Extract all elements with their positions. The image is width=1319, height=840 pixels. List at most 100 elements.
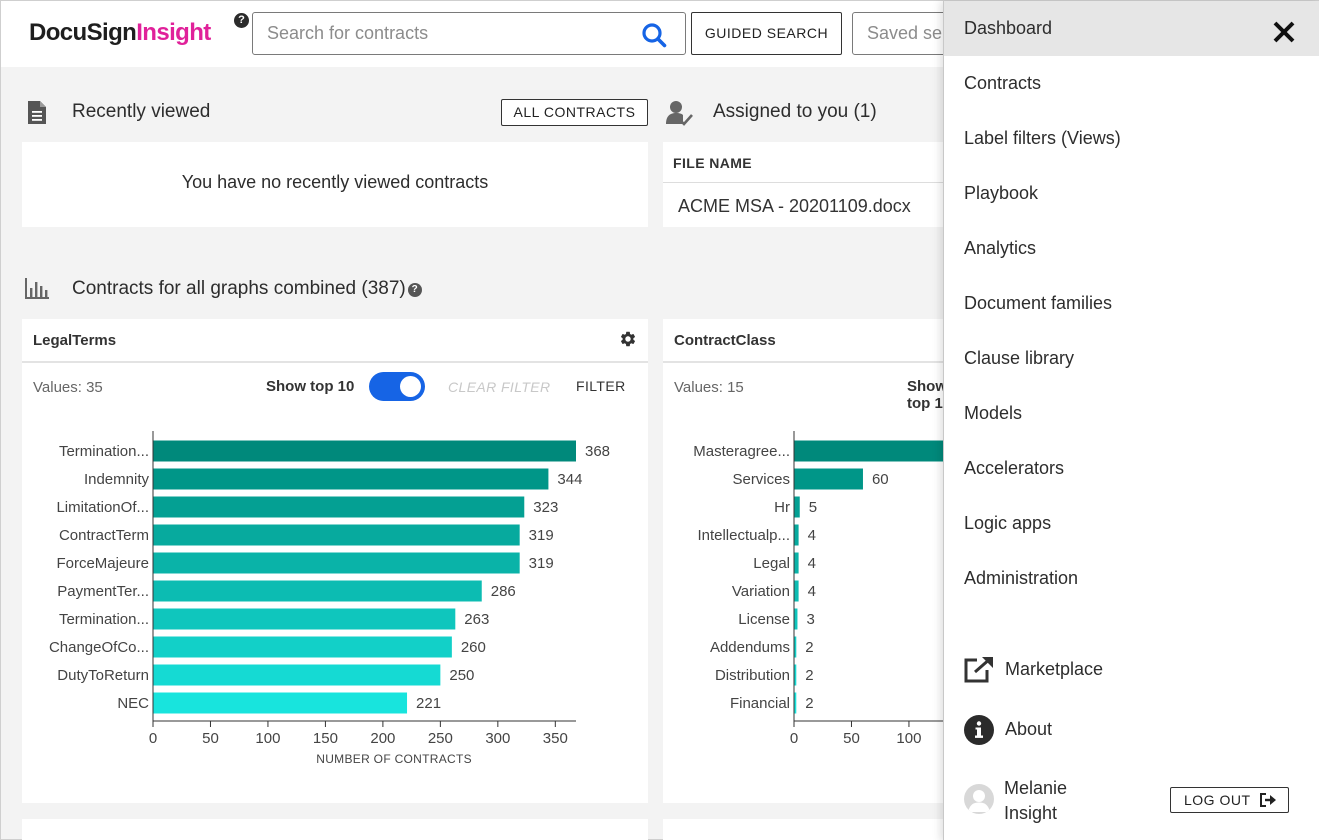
chart-value-label: 263 — [464, 611, 489, 628]
legal-terms-card: LegalTerms Values: 35 Show top 10 CLEAR … — [22, 319, 648, 803]
chart-category-label: Addendums — [710, 639, 790, 656]
graphs-title-text: Contracts for all graphs combined (387) — [72, 278, 406, 299]
chart-bar[interactable] — [153, 636, 452, 658]
clear-filter-button[interactable]: CLEAR FILTER — [448, 379, 551, 395]
nav-item-document-families[interactable]: Document families — [964, 293, 1113, 313]
chart-value-label: 368 — [585, 443, 610, 460]
chart-value-label: 319 — [529, 555, 554, 572]
chart-tick-label: 100 — [255, 730, 280, 747]
chart-bar[interactable] — [794, 636, 797, 658]
chart-tick-label: 100 — [896, 730, 921, 747]
chart-value-label: 323 — [533, 499, 558, 516]
chart-category-label: License — [738, 611, 790, 628]
table-divider — [663, 182, 963, 183]
chart-value-label: 5 — [809, 499, 817, 516]
graphs-help-icon[interactable]: ? — [407, 283, 422, 297]
chart-bar[interactable] — [794, 524, 799, 546]
filter-button[interactable]: FILTER — [576, 378, 626, 394]
chart-category-label: PaymentTer... — [57, 583, 149, 600]
chart-category-label: LimitationOf... — [56, 499, 149, 516]
chart-tick-label: 50 — [202, 730, 219, 747]
graphs-section-title: Contracts for all graphs combined (387)? — [72, 278, 422, 300]
guided-search-button[interactable]: GUIDED SEARCH — [691, 12, 842, 55]
chart-tick-label: 0 — [790, 730, 798, 747]
nav-item-accelerators[interactable]: Accelerators — [964, 458, 1065, 478]
chart-bar[interactable] — [794, 440, 963, 462]
logo-docusign: DocuSign — [29, 19, 137, 46]
nav-drawer: Dashboard Contracts Label filters (Views… — [943, 1, 1319, 840]
external-link-icon — [964, 656, 993, 683]
nav-item-contracts[interactable]: Contracts — [964, 73, 1042, 93]
chart-bar[interactable] — [153, 468, 549, 490]
search-input[interactable] — [253, 13, 633, 54]
app-logo[interactable]: DocuSignInsight — [29, 19, 211, 47]
close-icon[interactable] — [1270, 18, 1298, 46]
chart-bar[interactable] — [153, 524, 520, 546]
nav-item-logic-apps[interactable]: Logic apps — [964, 513, 1052, 533]
show-top-label: Show top 10 — [266, 378, 355, 395]
chart-value-label: 319 — [529, 527, 554, 544]
chart-bar[interactable] — [794, 608, 798, 630]
table-row[interactable]: ACME MSA - 20201109.docx — [678, 196, 911, 216]
avatar[interactable] — [964, 784, 994, 814]
chart-bar[interactable] — [153, 496, 525, 518]
chart-bar[interactable] — [794, 580, 799, 602]
show-top-label: Show top 10 — [907, 378, 952, 412]
user-last-name: Insight — [1004, 803, 1058, 823]
chart-tick-label: 250 — [428, 730, 453, 747]
nav-item-clause-library[interactable]: Clause library — [964, 348, 1075, 368]
chart-tick-label: 50 — [843, 730, 860, 747]
chart-bar[interactable] — [794, 664, 797, 686]
nav-item-administration[interactable]: Administration — [964, 568, 1079, 588]
marketplace-link[interactable]: Marketplace — [1005, 659, 1104, 679]
chart-bar[interactable] — [153, 664, 441, 686]
chart-category-label: Indemnity — [84, 471, 150, 488]
recently-viewed-card: You have no recently viewed contracts — [22, 142, 648, 227]
chart-category-label: Legal — [753, 555, 790, 572]
chart-tick-label: 300 — [485, 730, 510, 747]
contract-class-card: ContractClass Values: 15 Show top 10 Mas… — [663, 319, 963, 803]
all-contracts-button[interactable]: ALL CONTRACTS — [501, 99, 648, 126]
nav-item-playbook[interactable]: Playbook — [964, 183, 1039, 203]
chart-divider — [22, 361, 648, 363]
chart-value-label: 286 — [491, 583, 516, 600]
chart-value-label: 250 — [449, 667, 474, 684]
show-top-toggle[interactable] — [369, 372, 425, 401]
logout-button[interactable]: LOG OUT — [1170, 787, 1289, 813]
chart-tick-label: 200 — [370, 730, 395, 747]
gear-icon[interactable] — [619, 330, 637, 348]
chart-bar[interactable] — [794, 496, 800, 518]
chart-value-label: 4 — [808, 555, 816, 572]
chart-category-label: Intellectualp... — [697, 527, 790, 544]
chart-tick-label: 0 — [149, 730, 157, 747]
chart-bar[interactable] — [153, 580, 482, 602]
chart-category-label: Financial — [730, 695, 790, 712]
assigned-card: FILE NAME ACME MSA - 20201109.docx — [663, 142, 963, 227]
search-icon[interactable] — [641, 22, 667, 48]
chart-bar[interactable] — [153, 440, 576, 462]
chart-category-label: Services — [732, 471, 790, 488]
chart-bar[interactable] — [794, 468, 863, 490]
chart-value-label: 260 — [461, 639, 486, 656]
chart-category-label: Masteragree... — [693, 443, 790, 460]
values-count: Values: 35 — [33, 379, 103, 396]
chart-bar[interactable] — [153, 552, 520, 574]
chart-bar[interactable] — [794, 552, 799, 574]
chart-bar[interactable] — [153, 608, 456, 630]
nav-item-dashboard[interactable]: Dashboard — [944, 1, 1319, 56]
nav-item-label-filters[interactable]: Label filters (Views) — [964, 128, 1121, 148]
chart-category-label: DutyToReturn — [57, 667, 149, 684]
chart-value-label: 344 — [557, 471, 582, 488]
help-icon[interactable]: ? — [234, 13, 249, 28]
chart-bar[interactable] — [794, 692, 797, 714]
user-first-name: Melanie — [1004, 778, 1068, 798]
about-link[interactable]: About — [1005, 719, 1053, 739]
toggle-knob — [400, 376, 421, 397]
chart-category-label: NEC — [117, 695, 149, 712]
file-name-header[interactable]: FILE NAME — [673, 155, 753, 171]
chart-category-label: Hr — [774, 499, 790, 516]
chart-bar[interactable] — [153, 692, 408, 714]
nav-item-analytics[interactable]: Analytics — [964, 238, 1037, 258]
chart-category-label: Variation — [732, 583, 790, 600]
nav-item-models[interactable]: Models — [964, 403, 1023, 423]
